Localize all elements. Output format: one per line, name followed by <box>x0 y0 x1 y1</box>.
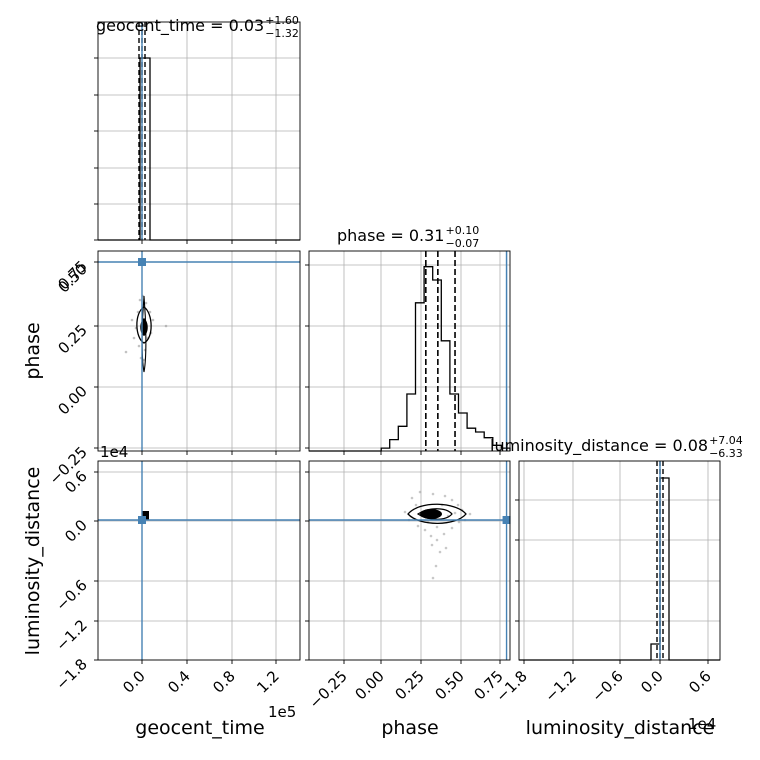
xtick-label-phase-2: 0.25 <box>391 667 427 703</box>
scatter-point-5 <box>151 318 155 322</box>
panel-frame-ld-geocent <box>97 460 301 661</box>
xtick-label-phase-3: 0.50 <box>431 667 467 703</box>
xtick-label-geocent_time-1: 0.4 <box>164 667 194 697</box>
scatter-point-3 <box>443 494 447 498</box>
histogram-step-phase <box>309 266 511 452</box>
xtick-label-phase-0: −0.25 <box>306 667 351 712</box>
histogram-step-geocent_time <box>98 57 300 241</box>
scatter-point-9 <box>132 336 136 340</box>
ytick-label-phase-2: 0.25 <box>54 321 90 357</box>
panel-frame-ld-phase <box>308 460 511 661</box>
xtick-label-luminosity_distance-4: 0.6 <box>685 667 715 697</box>
scatter-point-14 <box>142 358 146 362</box>
panel-title-luminosity_distance: luminosity_distance = 0.08 <box>490 436 708 456</box>
panel-frame-phase <box>308 250 511 452</box>
xtick-label-luminosity_distance-2: −0.6 <box>588 667 626 705</box>
x-axis-label-phase: phase <box>381 717 438 739</box>
scatter-point-11 <box>442 532 446 536</box>
scatter-point-1 <box>418 490 422 494</box>
panel-title-geocent_time: geocent_time = 0.03 <box>96 16 264 36</box>
panel-frame-luminosity_distance <box>518 460 721 661</box>
scatter-point-27 <box>468 512 472 516</box>
xtick-label-geocent_time-3: 1.2 <box>253 667 283 697</box>
histogram-step-luminosity_distance <box>519 477 720 661</box>
scatter-point-2 <box>431 492 435 496</box>
scatter-point-5 <box>456 503 460 507</box>
truth-marker-ld-geocent <box>138 516 146 524</box>
scatter-point-15 <box>434 564 438 568</box>
contour-core-ld-phase <box>420 509 442 519</box>
ytick-label-phase-1: 0.00 <box>54 382 90 418</box>
panel-title-phase: phase = 0.31 <box>337 226 444 245</box>
scatter-point-9 <box>429 534 433 538</box>
scatter-point-14 <box>438 550 442 554</box>
scatter-point-28 <box>403 510 407 514</box>
panel-title-plus-phase: +0.10 <box>445 224 479 237</box>
scatter-point-8 <box>423 528 427 532</box>
scatter-point-10 <box>435 538 439 542</box>
scatter-point-13 <box>457 520 461 524</box>
y-axis-label-phase: phase <box>22 322 44 379</box>
scatter-point-17 <box>444 546 448 550</box>
scatter-point-7 <box>416 524 420 528</box>
contour-core-ld-geocent <box>142 511 149 520</box>
ytick-label-luminosity_distance-2: −0.6 <box>52 576 90 614</box>
scatter-point-29 <box>430 543 434 547</box>
panel-title-minus-luminosity_distance: −6.33 <box>709 447 743 460</box>
scatter-point-24 <box>435 525 439 529</box>
truth-marker-phase-geocent <box>138 258 146 266</box>
scatter-point-0 <box>138 298 142 302</box>
scatter-point-13 <box>124 350 128 354</box>
scatter-point-16 <box>431 576 435 580</box>
xtick-label-luminosity_distance-1: −1.2 <box>541 667 579 705</box>
contour-outer-ld-phase <box>407 503 467 524</box>
scatter-point-12 <box>164 324 168 328</box>
panel-title-minus-geocent_time: −1.32 <box>265 27 299 40</box>
panel-title-plus-geocent_time: +1.60 <box>265 14 299 27</box>
scatter-point-1 <box>144 301 148 305</box>
panel-frame-phase-geocent <box>97 250 301 452</box>
xtick-label-phase-1: 0.00 <box>351 667 387 703</box>
xtick-label-geocent_time-0: 0.0 <box>119 667 149 697</box>
ytick-label-luminosity_distance-0: −1.8 <box>52 655 90 693</box>
xtick-label-luminosity_distance-3: 0.0 <box>637 667 667 697</box>
scatter-point-16 <box>130 318 134 322</box>
ytick-label-luminosity_distance-1: −1.2 <box>52 616 90 654</box>
contour-outer-phase-geocent <box>136 306 152 344</box>
y-axis-label-luminosity_distance: luminosity_distance <box>22 467 44 656</box>
scatter-point-7 <box>137 344 141 348</box>
panel-title-minus-phase: −0.07 <box>445 237 479 250</box>
ytick-label-luminosity_distance-3: 0.0 <box>61 516 91 546</box>
scatter-point-26 <box>414 503 418 507</box>
x-axis-label-geocent_time: geocent_time <box>135 717 264 739</box>
axis-multiplier-geocent_time: 1e5 <box>268 703 296 721</box>
scatter-point-21 <box>453 511 457 515</box>
xtick-label-geocent_time-2: 0.8 <box>209 667 239 697</box>
truth-marker-ld-phase <box>502 516 511 524</box>
scatter-point-12 <box>450 526 454 530</box>
scatter-point-4 <box>450 498 454 502</box>
x-axis-label-luminosity_distance: luminosity_distance <box>526 717 715 739</box>
scatter-point-0 <box>410 496 414 500</box>
panel-title-plus-luminosity_distance: +7.04 <box>709 434 743 447</box>
axis-multiplier-luminosity_distance-x: 1e4 <box>688 715 716 733</box>
axis-multiplier-luminosity_distance-y: 1e4 <box>100 443 128 461</box>
